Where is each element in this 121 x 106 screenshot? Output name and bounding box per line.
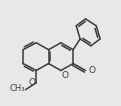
Text: O: O	[89, 66, 96, 75]
Text: O: O	[28, 78, 35, 87]
Text: CH₃: CH₃	[9, 84, 25, 93]
Text: O: O	[62, 71, 69, 80]
